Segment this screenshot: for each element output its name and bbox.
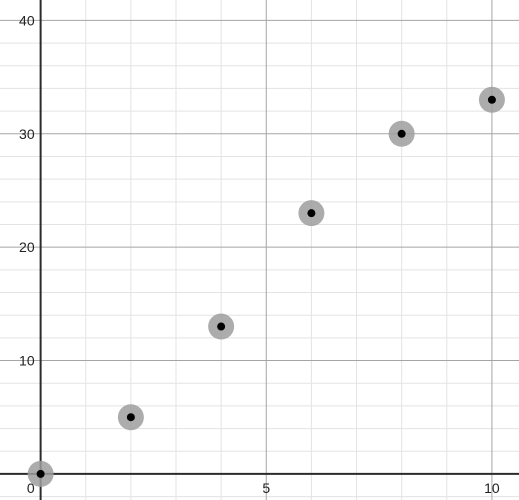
data-point[interactable]	[27, 460, 54, 487]
data-point[interactable]	[117, 404, 144, 431]
y-tick-label: 40	[19, 12, 35, 28]
x-tick-label: 5	[262, 480, 270, 496]
data-point-dot	[397, 129, 406, 138]
x-tick-label: 10	[484, 480, 500, 496]
y-tick-label: 10	[19, 353, 35, 369]
y-tick-label: 30	[19, 126, 35, 142]
data-point-dot	[36, 469, 45, 478]
data-point[interactable]	[298, 200, 325, 227]
data-point-dot	[307, 209, 316, 218]
data-points	[27, 86, 505, 487]
data-point[interactable]	[478, 86, 505, 113]
tick-labels: 0 5 10 10 20 30 40	[19, 12, 500, 496]
y-tick-label: 20	[19, 239, 35, 255]
data-point[interactable]	[208, 313, 235, 340]
data-point-dot	[217, 322, 226, 331]
data-point-dot	[487, 95, 496, 104]
x-tick-label: 0	[27, 480, 35, 496]
data-point-dot	[126, 413, 135, 422]
data-point[interactable]	[388, 120, 415, 147]
